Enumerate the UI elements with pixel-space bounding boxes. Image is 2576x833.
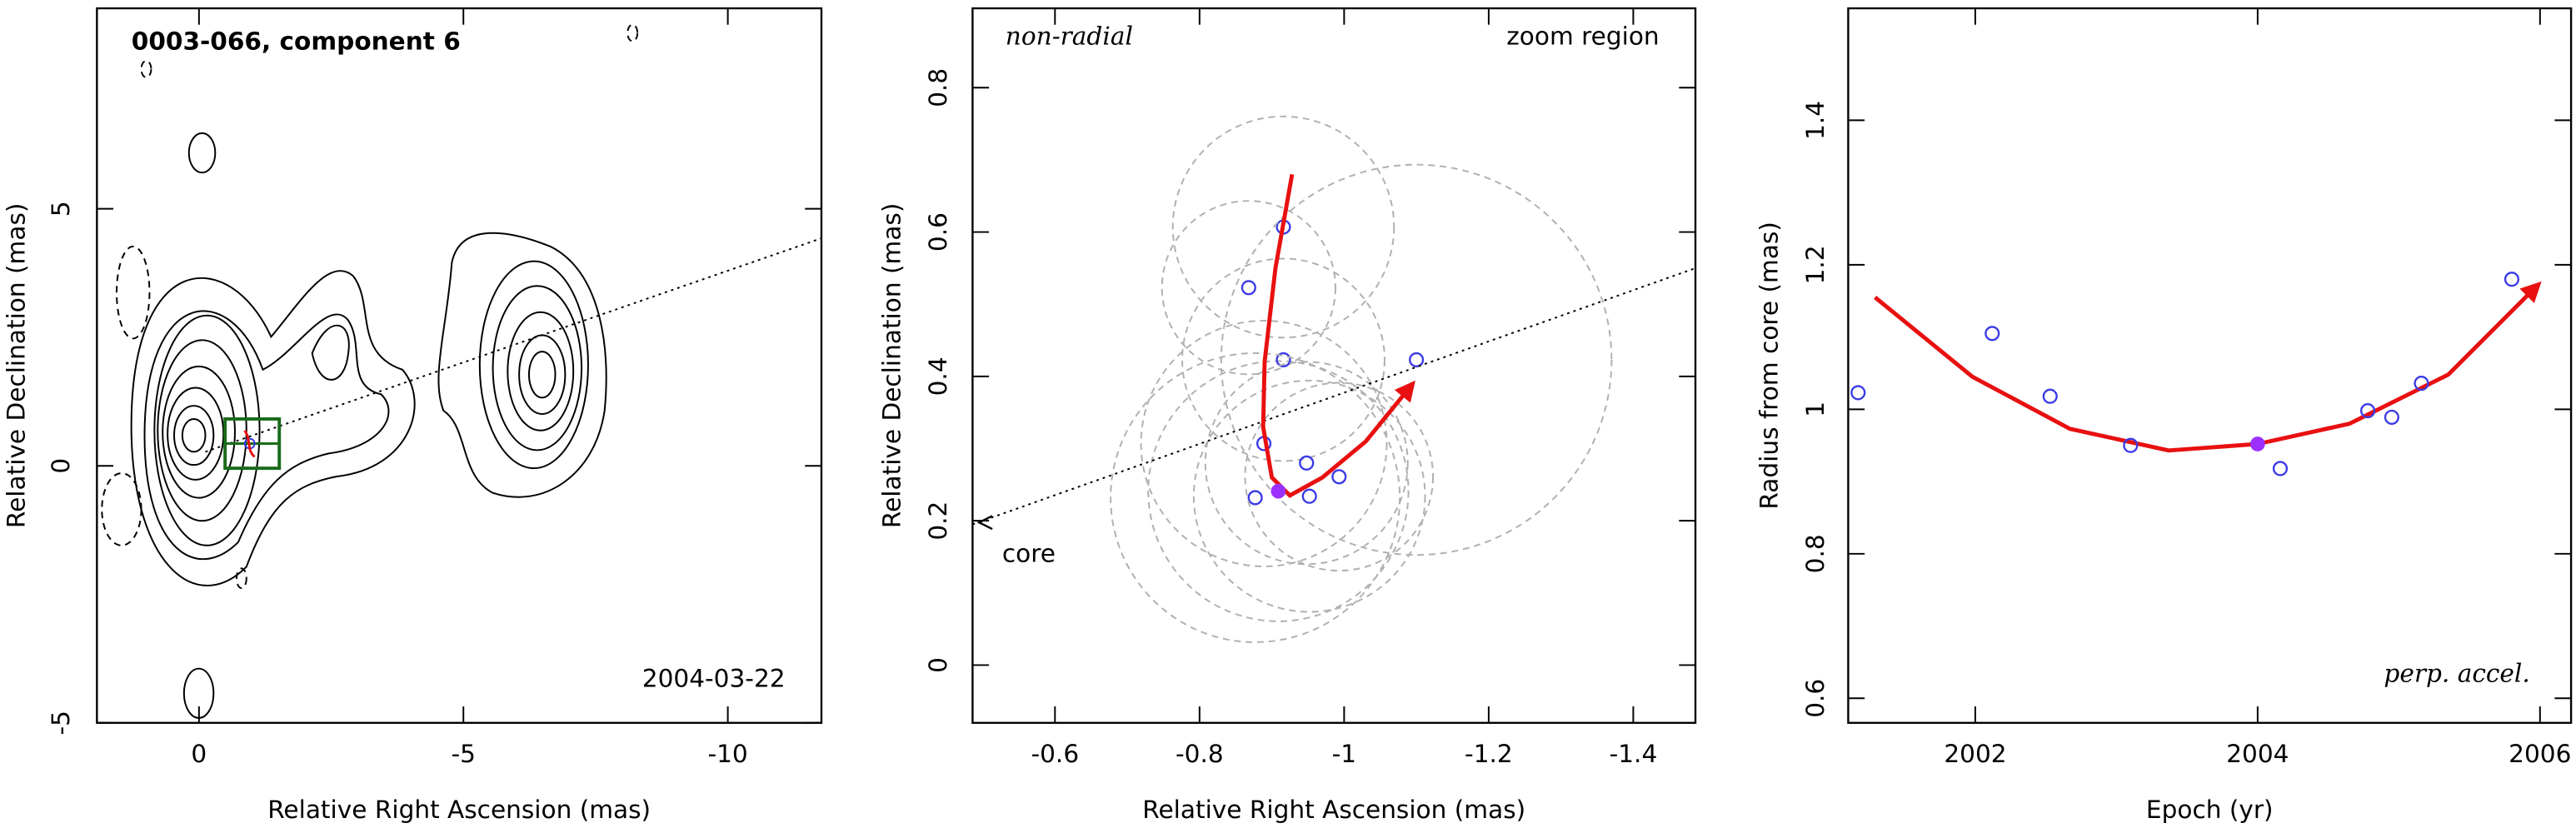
panel-title: 0003-066, component 6: [132, 27, 461, 55]
y-tick-label: 0.6: [1801, 679, 1830, 718]
x-tick-label: -1: [1332, 740, 1356, 768]
contour-map: [101, 23, 821, 719]
jet-axis: [205, 237, 821, 453]
x-tick-label: -0.8: [1176, 740, 1224, 768]
error-circle: [1181, 257, 1385, 462]
fit-curve: [1874, 281, 2542, 453]
x-tick-label: 0: [191, 740, 207, 768]
contour: [235, 567, 247, 590]
x-tick-label: -0.6: [1031, 740, 1079, 768]
plot-frame: [1847, 7, 2573, 724]
contour: [437, 232, 607, 498]
contour: [140, 60, 152, 78]
x-tick-label: 2004: [2226, 740, 2289, 768]
y-tick-label: 0.2: [924, 501, 952, 541]
data-point: [1984, 326, 2000, 342]
error-circle: [1192, 379, 1426, 613]
contour: [518, 334, 567, 416]
reference-point: [1271, 483, 1286, 499]
error-circle: [1161, 200, 1336, 376]
contour: [173, 405, 215, 466]
y-tick-label: -5: [47, 711, 75, 735]
error-circle: [1204, 361, 1409, 566]
y-tick-label: 1.2: [1801, 245, 1830, 284]
contour: [527, 351, 557, 399]
x-tick-label: -10: [707, 740, 747, 768]
contour: [478, 260, 589, 470]
error-circle: [1110, 352, 1401, 643]
error-circle: [1147, 360, 1410, 622]
contour: [143, 310, 390, 561]
contour: [181, 417, 207, 453]
plot-frame: [971, 7, 1697, 724]
contour: [162, 365, 236, 499]
y-tick-label: 0.4: [924, 357, 952, 396]
data-point: [1331, 469, 1347, 485]
y-axis-label: Radius from core (mas): [1755, 222, 1784, 510]
x-tick-label: 2006: [2509, 740, 2571, 768]
y-tick-label: 0.6: [924, 212, 952, 252]
x-tick-label: -1.2: [1465, 740, 1513, 768]
date-label: 2004-03-22: [642, 664, 786, 692]
panel-note: zoom region: [1506, 22, 1659, 50]
contour: [507, 311, 575, 431]
y-tick-label: 1: [1801, 402, 1830, 417]
data-point: [2123, 437, 2139, 453]
y-tick-label: 1.4: [1801, 101, 1830, 140]
data-point: [1247, 490, 1263, 506]
data-point: [2359, 403, 2376, 419]
error-circle: [1244, 382, 1435, 572]
error-circle: [1140, 319, 1388, 567]
contour: [492, 285, 583, 451]
contour: [116, 245, 151, 340]
y-tick-label: 0.8: [924, 68, 952, 107]
x-axis-label: Relative Right Ascension (mas): [267, 796, 651, 824]
error-circle: [1220, 163, 1613, 556]
x-tick-label: -5: [451, 740, 475, 768]
y-axis-label: Relative Declination (mas): [2, 203, 31, 529]
data-point: [2414, 376, 2429, 392]
contour: [130, 270, 416, 586]
data-point: [1299, 455, 1315, 471]
data-point: [1409, 352, 1425, 368]
core-marker: [976, 515, 993, 531]
x-tick-label: 2002: [1944, 740, 2006, 768]
y-tick-label: 0: [47, 458, 75, 474]
contour: [311, 324, 350, 381]
x-axis-label: Relative Right Ascension (mas): [1142, 796, 1525, 824]
x-axis-label: Epoch (yr): [2146, 796, 2274, 824]
data-point: [2384, 409, 2399, 425]
y-axis-label: Relative Declination (mas): [878, 203, 906, 529]
data-point: [2042, 388, 2058, 404]
contour: [157, 339, 247, 522]
contour: [627, 23, 639, 42]
panel-note: non-radial: [1006, 22, 1133, 50]
data-point: [1301, 488, 1317, 504]
y-tick-label: 0.8: [1801, 534, 1830, 573]
data-point: [2272, 461, 2289, 476]
contour: [153, 314, 261, 546]
reference-point: [2250, 436, 2265, 451]
data-point: [1276, 352, 1291, 368]
core-label: core: [1002, 540, 1056, 568]
radial-line: [972, 267, 1696, 526]
data-point: [2504, 272, 2519, 287]
x-tick-label: -1.4: [1610, 740, 1658, 768]
data-point: [1850, 385, 1866, 401]
plot-frame: [96, 7, 823, 724]
y-tick-label: 5: [47, 201, 75, 217]
contour: [187, 132, 217, 174]
panel-note: perp. accel.: [2384, 659, 2529, 687]
data-point: [1241, 280, 1256, 296]
contour: [101, 472, 142, 546]
error-circle: [1171, 115, 1395, 339]
motion-track: [1261, 173, 1415, 498]
component-track: [243, 429, 256, 458]
y-tick-label: 0: [924, 657, 952, 673]
contour: [167, 387, 225, 481]
